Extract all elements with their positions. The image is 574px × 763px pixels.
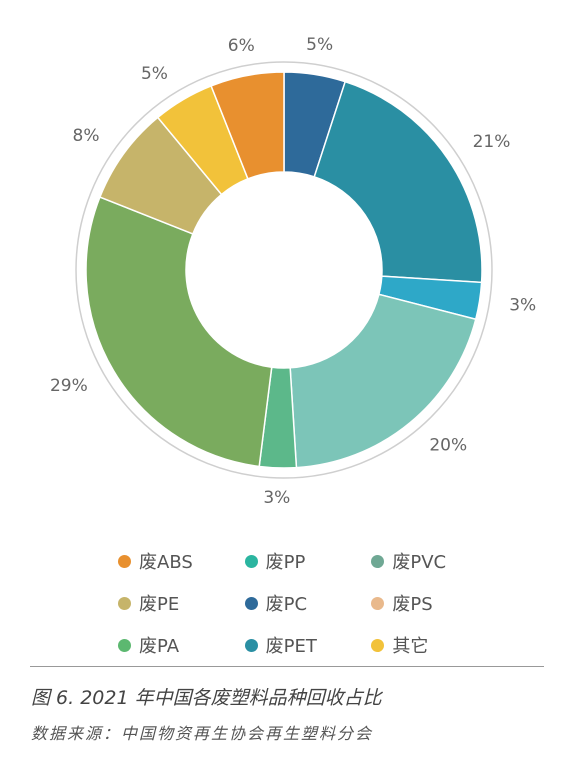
slice-data-label: 21%	[473, 132, 511, 152]
legend-dot-icon	[371, 638, 385, 652]
slice-data-label: 20%	[429, 436, 467, 456]
slice-data-label: 3%	[509, 296, 536, 316]
slice-data-label: 6%	[228, 36, 255, 56]
legend-dot-icon	[118, 596, 131, 610]
slice-data-label: 29%	[50, 376, 88, 396]
legend-label: 其它	[392, 636, 429, 657]
legend-dot-icon	[244, 596, 258, 610]
legend-dot-icon	[244, 554, 258, 568]
legend-label: 废PC	[265, 594, 308, 615]
donut-slice	[313, 80, 483, 284]
donut-chart: 5% 21% 3% 20% 3% 29% 8% 5% 6%	[50, 35, 536, 508]
figure-title: 图 6. 2021 年中国各废塑料品种回收占比	[31, 687, 382, 709]
legend-item-pe: 废PE	[118, 590, 245, 616]
legend-label: 废PVC	[392, 552, 447, 573]
legend-item-pa: 废PA	[118, 632, 245, 658]
legend-label: 废PA	[139, 636, 180, 657]
legend-dot-icon	[118, 638, 131, 652]
slice-data-label: 3%	[263, 488, 290, 508]
legend-item-pet: 废PET	[244, 632, 372, 658]
legend-item-abs: 废ABS	[118, 548, 245, 574]
legend-row: 废PE 废PC 废PS	[118, 582, 498, 624]
legend-dot-icon	[244, 638, 258, 652]
legend-dot-icon	[371, 554, 385, 568]
legend-label: 废PET	[265, 636, 317, 657]
outer-ring	[75, 61, 493, 479]
legend-label: 废PS	[392, 594, 433, 615]
legend-item-pp: 废PP	[244, 548, 372, 574]
donut-slice	[210, 71, 285, 180]
legend-row: 废ABS 废PP 废PVC	[118, 540, 498, 582]
legend-label: 废PE	[139, 594, 180, 615]
figure-source: 数据来源：中国物资再生协会再生塑料分会	[31, 724, 374, 743]
legend-row: 废PA 废PET 其它	[118, 624, 498, 666]
legend: 废ABS 废PP 废PVC 废PE 废PC 废PS 废PA	[118, 540, 498, 666]
legend-item-ps: 废PS	[371, 590, 498, 616]
legend-item-pvc: 废PVC	[371, 548, 498, 574]
legend-dot-icon	[371, 596, 385, 610]
legend-label: 废ABS	[139, 552, 193, 573]
divider	[30, 666, 544, 667]
legend-item-pc: 废PC	[244, 590, 372, 616]
slice-data-label: 8%	[73, 126, 100, 146]
legend-dot-icon	[118, 554, 131, 568]
donut-slice	[289, 293, 477, 469]
slice-data-label: 5%	[306, 35, 333, 55]
donut-slice	[85, 196, 273, 468]
slice-data-label: 5%	[141, 64, 168, 84]
legend-item-other: 其它	[371, 632, 498, 658]
labels-group: 5% 21% 3% 20% 3% 29% 8% 5% 6%	[50, 35, 536, 508]
slices-group	[85, 71, 483, 469]
legend-label: 废PP	[265, 552, 306, 573]
